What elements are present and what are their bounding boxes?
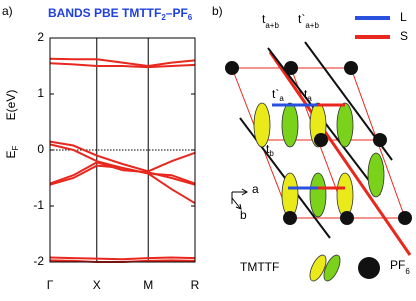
y-tick-label: -1 xyxy=(33,198,44,212)
legend-label: TMTTF xyxy=(240,260,279,274)
hop-label: ta+b xyxy=(262,12,279,30)
hop-part: t xyxy=(262,12,266,26)
hop-label: tb xyxy=(266,142,274,158)
band xyxy=(49,140,196,173)
x-tick-label: M xyxy=(143,278,153,292)
y-tick-label: 0 xyxy=(37,142,44,156)
legend-label: L xyxy=(400,10,407,24)
legend-label: PF6 xyxy=(390,258,410,276)
pf6-part: 6 xyxy=(405,267,410,276)
hop-label: t`a+b xyxy=(298,12,319,30)
y-tick-label: 1 xyxy=(37,86,44,100)
legend-molecule xyxy=(323,254,341,282)
band xyxy=(49,57,196,68)
pf6-part: PF xyxy=(390,258,405,272)
molecules xyxy=(253,102,385,218)
x-tick-label: X xyxy=(93,278,101,292)
title-part: BANDS PBE TMTTF xyxy=(48,6,161,20)
hop-part: t` xyxy=(298,12,305,26)
chart-title: BANDS PBE TMTTF2–PF6 xyxy=(48,6,193,22)
hop-part: t xyxy=(266,142,270,156)
y-label: E(eV) xyxy=(4,90,18,121)
title-part: 6 xyxy=(188,13,193,22)
legend-anion xyxy=(358,257,380,279)
ef-part: F xyxy=(11,145,20,150)
axis-label: a xyxy=(252,182,259,196)
band xyxy=(49,62,196,69)
x-tick-label: Γ xyxy=(47,278,54,292)
x-tick-label: R xyxy=(191,278,200,292)
bond xyxy=(268,51,412,256)
panel-label: b) xyxy=(212,4,223,18)
plot-frame xyxy=(49,37,196,263)
hop-part: b xyxy=(269,149,274,158)
plot: 2 1 0 -1 -2Γ X M R xyxy=(33,30,199,292)
band xyxy=(49,164,196,205)
title-part: 2 xyxy=(161,13,166,22)
diagram: b) ta+b t`a+b t`a ta tb a b L S TMTTF PF… xyxy=(212,4,412,282)
ef-label: EF xyxy=(4,145,20,158)
axis-label: b xyxy=(240,208,247,222)
hop-label: ta xyxy=(304,87,312,103)
hop-part: a+b xyxy=(305,21,319,30)
hop-label: t`a xyxy=(272,87,284,103)
band xyxy=(49,256,196,261)
axes-arrows xyxy=(231,188,248,210)
hop-part: a xyxy=(307,94,312,103)
hop-part: a xyxy=(279,94,284,103)
legend-label: S xyxy=(400,29,408,43)
y-tick-label: -2 xyxy=(33,254,44,268)
ef-part: E xyxy=(4,150,18,158)
hop-part: t` xyxy=(272,87,279,101)
legend-molecule xyxy=(309,254,327,282)
title-part: –PF xyxy=(166,6,188,20)
panel-label: a) xyxy=(2,4,13,18)
anions xyxy=(225,61,412,225)
y-tick-label: 2 xyxy=(37,30,44,44)
band xyxy=(49,161,196,186)
hop-part: t xyxy=(304,87,308,101)
hop-part: a+b xyxy=(265,21,279,30)
